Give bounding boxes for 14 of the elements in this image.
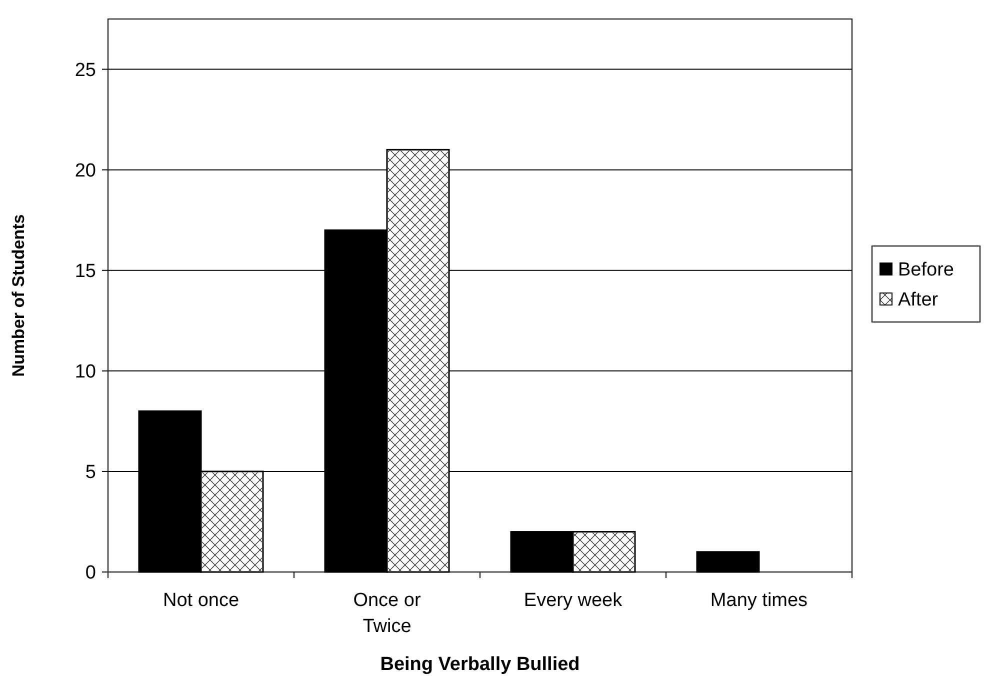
- x-tick-label: Once or Twice: [353, 590, 422, 637]
- y-tick-label: 15: [74, 261, 96, 282]
- legend-label: Before: [898, 260, 954, 281]
- legend-label: After: [898, 290, 939, 311]
- y-tick-label: 10: [74, 362, 96, 383]
- y-tick-label: 20: [74, 160, 96, 182]
- y-axis-title: Number of Students: [9, 214, 28, 377]
- y-tick-label: 5: [85, 462, 96, 484]
- x-tick-label: Not once: [162, 590, 240, 611]
- x-tick-label: Every week: [524, 590, 623, 611]
- x-tick-label: Many times: [710, 590, 808, 611]
- y-tick-label: 0: [85, 562, 96, 584]
- y-tick-label: 25: [74, 60, 96, 81]
- x-axis-title: Being Verbally Bullied: [380, 654, 580, 675]
